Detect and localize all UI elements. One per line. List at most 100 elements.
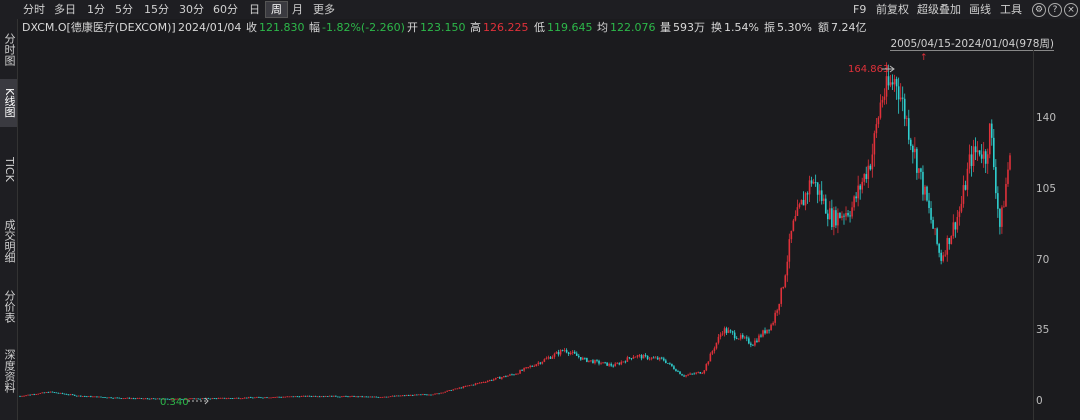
period-week[interactable]: 周 bbox=[265, 1, 288, 18]
candle-body bbox=[209, 398, 212, 400]
candle-body bbox=[721, 333, 724, 335]
candle-body bbox=[695, 372, 697, 374]
candle-body bbox=[405, 395, 408, 396]
candle-body bbox=[507, 375, 509, 377]
candle-body bbox=[938, 243, 940, 253]
candle-body bbox=[549, 357, 552, 359]
candle-body bbox=[328, 395, 331, 397]
y-tick-140: 140 bbox=[1036, 112, 1057, 124]
sidebar-item-tick[interactable]: TICK bbox=[3, 156, 16, 182]
candle-body bbox=[330, 395, 333, 397]
overlay-button[interactable]: 超级叠加 bbox=[917, 3, 961, 16]
date-range-label[interactable]: 2005/04/15-2024/01/04(978周) bbox=[890, 38, 1054, 51]
candle-body bbox=[353, 396, 355, 397]
candle-body bbox=[128, 397, 131, 399]
change-value: -1.82%(-2.260) bbox=[322, 21, 405, 34]
candle-body bbox=[725, 328, 728, 333]
candle-body bbox=[288, 396, 291, 398]
gear-icon[interactable]: ⚙ bbox=[1032, 3, 1046, 17]
turnover-label: 换 bbox=[711, 21, 722, 34]
candle-body bbox=[154, 398, 157, 400]
period-1min[interactable]: 1分 bbox=[87, 3, 105, 16]
period-fenshi[interactable]: 分时 bbox=[23, 3, 45, 16]
period-more[interactable]: 更多 bbox=[313, 3, 335, 16]
candle-body bbox=[527, 367, 529, 368]
candle-body bbox=[535, 364, 538, 367]
candle-body bbox=[432, 394, 434, 396]
adjust-button[interactable]: 前复权 bbox=[876, 3, 909, 16]
candle-body bbox=[980, 154, 983, 159]
candle-body bbox=[442, 392, 444, 394]
candle-body bbox=[132, 398, 135, 400]
candle-body bbox=[274, 397, 276, 398]
candle-body bbox=[399, 395, 402, 397]
candle-body bbox=[446, 390, 448, 392]
candle-body bbox=[241, 398, 244, 400]
candle-body bbox=[367, 396, 370, 398]
candle-body bbox=[476, 383, 479, 384]
candle-body bbox=[83, 396, 86, 397]
kline-chart[interactable]: 164.863 ↑ 0.340 bbox=[18, 50, 1033, 420]
candle-body bbox=[831, 208, 833, 228]
candle-body bbox=[229, 398, 232, 399]
sidebar-item-fenshi[interactable]: 分时图 bbox=[3, 32, 16, 66]
candle-body bbox=[59, 392, 62, 394]
period-day[interactable]: 日 bbox=[249, 3, 260, 16]
candle-body bbox=[533, 366, 536, 367]
candle-body bbox=[691, 373, 693, 375]
candle-body bbox=[158, 398, 161, 400]
candle-body bbox=[772, 322, 774, 325]
candle-body bbox=[160, 399, 163, 400]
candle-body bbox=[968, 154, 971, 169]
candle-body bbox=[27, 394, 29, 396]
candle-body bbox=[407, 395, 410, 396]
draw-button[interactable]: 画线 bbox=[969, 3, 991, 16]
candle-body bbox=[561, 350, 564, 351]
period-15min[interactable]: 15分 bbox=[144, 3, 169, 16]
candle-body bbox=[701, 373, 704, 374]
sidebar-item-trades[interactable]: 成交明细 bbox=[3, 219, 16, 263]
candle-body bbox=[169, 399, 171, 401]
f9-button[interactable]: F9 bbox=[853, 3, 867, 16]
period-month[interactable]: 月 bbox=[292, 3, 303, 16]
candle-body bbox=[156, 398, 159, 400]
candle-body bbox=[875, 124, 878, 134]
candle-body bbox=[555, 352, 558, 354]
candle-body bbox=[39, 393, 42, 394]
period-duori[interactable]: 多日 bbox=[54, 3, 76, 16]
candle-body bbox=[223, 397, 226, 399]
turnover-value: 1.54% bbox=[724, 21, 759, 34]
candle-body bbox=[420, 394, 422, 396]
candle-body bbox=[760, 335, 762, 337]
candle-body bbox=[94, 396, 96, 398]
candle-body bbox=[638, 355, 641, 356]
candle-body bbox=[804, 193, 807, 206]
candle-body bbox=[207, 398, 210, 399]
period-30min[interactable]: 30分 bbox=[179, 3, 204, 16]
candle-body bbox=[521, 370, 523, 371]
sidebar-item-price-table[interactable]: 分价表 bbox=[3, 289, 16, 323]
candle-body bbox=[221, 397, 224, 399]
help-icon[interactable]: ? bbox=[1048, 3, 1062, 17]
tools-button[interactable]: 工具 bbox=[1000, 3, 1022, 16]
sidebar-item-kline[interactable]: K线图 bbox=[0, 79, 17, 127]
candle-body bbox=[1005, 183, 1007, 207]
candle-body bbox=[986, 154, 989, 164]
candle-body bbox=[642, 355, 645, 359]
candle-body bbox=[292, 396, 295, 398]
candle-body bbox=[543, 359, 546, 362]
candle-body bbox=[452, 389, 455, 391]
candle-body bbox=[750, 343, 752, 345]
candle-body bbox=[523, 368, 525, 371]
period-60min[interactable]: 60分 bbox=[213, 3, 238, 16]
candle-body bbox=[693, 373, 695, 375]
candle-body bbox=[339, 396, 341, 398]
period-5min[interactable]: 5分 bbox=[115, 3, 133, 16]
candle-body bbox=[290, 396, 293, 398]
candle-body bbox=[640, 355, 643, 359]
candle-body bbox=[907, 118, 910, 140]
candle-body bbox=[272, 397, 274, 398]
close-icon[interactable]: × bbox=[1064, 3, 1078, 17]
sidebar-item-depth[interactable]: 深度资料 bbox=[3, 349, 16, 393]
candle-body bbox=[584, 357, 586, 359]
